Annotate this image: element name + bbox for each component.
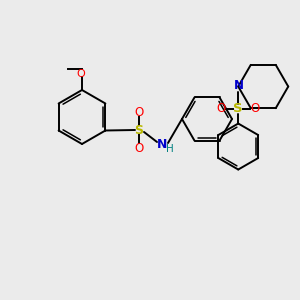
Text: N: N <box>157 137 167 151</box>
Text: O: O <box>134 142 144 154</box>
Text: S: S <box>134 124 143 136</box>
Text: N: N <box>234 79 244 92</box>
Text: O: O <box>76 69 85 79</box>
Text: S: S <box>233 102 243 115</box>
Text: H: H <box>166 144 174 154</box>
Text: O: O <box>250 102 260 115</box>
Text: O: O <box>217 102 226 115</box>
Text: O: O <box>134 106 144 118</box>
